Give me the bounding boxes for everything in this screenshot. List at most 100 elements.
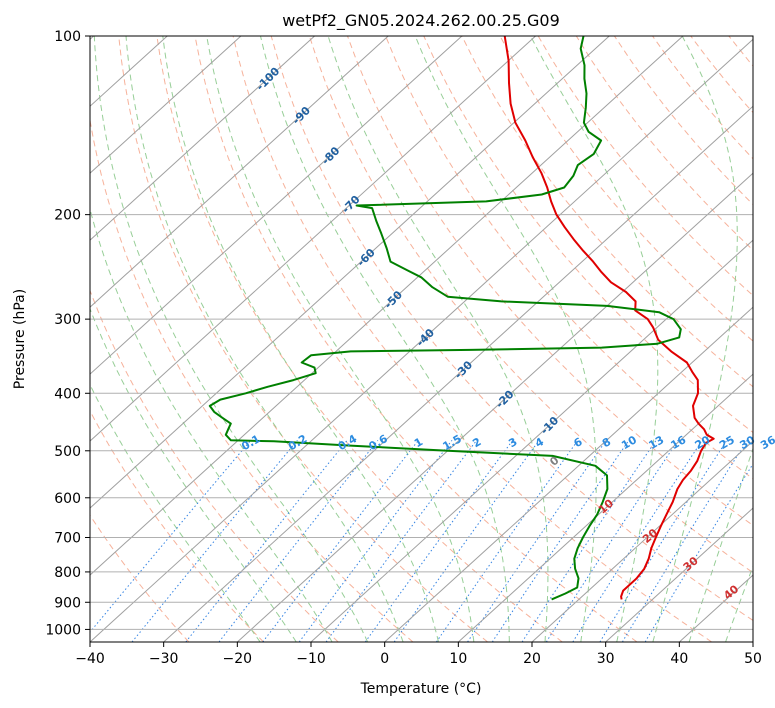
y-tick-label: 1000: [45, 622, 81, 638]
dry-adiabat: [385, 36, 753, 480]
moist-adiabat: [90, 207, 333, 642]
mixing-ratio-line: [298, 439, 453, 642]
mixing-ratio-label: 2: [470, 435, 483, 450]
isotherm-line: [752, 641, 753, 642]
dry-adiabat: [90, 116, 414, 642]
moist-adiabat: [162, 36, 439, 642]
dry-adiabat: [270, 36, 753, 621]
mixing-ratio-label: 3: [506, 435, 519, 450]
profile-lines: [208, 36, 715, 601]
mixing-ratio-line: [644, 462, 753, 642]
moist-adiabat: [206, 36, 475, 642]
dry-adiabat: [90, 409, 264, 642]
x-tick-label: 20: [523, 651, 541, 667]
moist-adiabat: [90, 307, 297, 642]
height-label: 0: [547, 454, 561, 469]
mixing-ratio-line: [364, 440, 514, 642]
moist-adiabat: [652, 36, 738, 642]
mixing-ratio-line: [621, 440, 748, 642]
mixing-ratio-label: 1: [412, 435, 425, 450]
x-tick-label: 40: [670, 651, 688, 667]
mixing-ratio-line: [218, 439, 379, 642]
dry-adiabat: [499, 36, 753, 342]
dry-adiabat: [194, 36, 638, 642]
mixing-ratio-label: 13: [646, 433, 666, 452]
y-tick-label: 600: [54, 491, 81, 507]
isotherm-line: [90, 36, 242, 174]
y-tick-label: 700: [54, 531, 81, 547]
dewpoint-line: [208, 36, 682, 601]
mixing-ratio-line: [467, 440, 607, 642]
isotherm-line: [90, 36, 463, 375]
x-axis-title: Temperature (°C): [360, 681, 482, 697]
dry-adiabat: [118, 36, 488, 642]
y-tick-label: 100: [54, 29, 81, 45]
mixing-ratio-label: 6: [572, 435, 585, 450]
mixing-ratio-line: [491, 440, 630, 642]
moist-adiabat: [90, 383, 261, 642]
mixing-ratio-label: 8: [600, 435, 613, 450]
dry-adiabat: [423, 36, 753, 434]
x-tick-label: 10: [449, 651, 467, 667]
moist-adiabat: [530, 36, 659, 642]
moist-adiabat: [688, 446, 753, 642]
isotherm-line: [236, 172, 753, 642]
mixing-ratio-line: [325, 439, 478, 642]
mixing-ratio-line: [90, 439, 252, 633]
isotherm-line: [90, 36, 536, 442]
y-tick-label: 400: [54, 386, 81, 402]
moist-adiabat: [327, 36, 549, 642]
mixing-ratio-label: 0.1: [239, 432, 262, 453]
dry-adiabat: [728, 36, 753, 67]
isotherm-line: [384, 306, 753, 642]
mixing-ratio-label: 0.6: [366, 432, 390, 453]
isotherm-line: [310, 239, 753, 642]
moist-adiabat: [414, 36, 597, 642]
mixing-ratio-label: 25: [717, 433, 737, 452]
y-tick-label: 300: [54, 312, 81, 328]
dry-adiabat: [308, 36, 753, 574]
x-tick-label: −20: [223, 651, 253, 667]
y-tick-label: 800: [54, 565, 81, 581]
dry-adiabat: [347, 36, 753, 527]
x-tick-label: −10: [296, 651, 326, 667]
moist-adiabat: [725, 564, 753, 642]
mixing-ratio-line: [521, 440, 657, 642]
isotherm-line: [90, 36, 389, 308]
isotherm-line: [90, 36, 684, 576]
chart-title: wetPf2_GN05.2024.262.00.25.G09: [282, 11, 560, 31]
grid-lines: [90, 36, 753, 642]
y-axis-title: Pressure (hPa): [12, 289, 28, 389]
mixing-ratio-line: [545, 440, 679, 642]
mixing-ratio-label: 36: [758, 433, 775, 452]
dry-adiabat: [767, 36, 775, 642]
x-tick-label: 0: [380, 651, 389, 667]
y-tick-label: 500: [54, 444, 81, 460]
y-tick-label: 900: [54, 595, 81, 611]
x-tick-label: 30: [597, 651, 615, 667]
moist-adiabat: [260, 36, 510, 642]
plot-frame: [89, 35, 754, 643]
mixing-ratio-line: [572, 440, 703, 642]
temperature-line: [503, 36, 715, 600]
mixing-ratio-line: [599, 440, 728, 642]
x-tick-label: −30: [149, 651, 179, 667]
x-tick-label: −40: [75, 651, 105, 667]
isotherm-line: [90, 36, 315, 241]
isotherm-line: [90, 38, 753, 642]
dry-adiabat: [90, 514, 190, 642]
isotherm-line: [605, 507, 753, 642]
isotherm-line: [531, 440, 753, 642]
x-tick-label: 50: [744, 651, 762, 667]
background-lines: [90, 36, 775, 642]
isotherm-line: [163, 105, 753, 642]
mixing-ratio-label: 0.4: [336, 432, 360, 453]
mixing-ratio-line: [435, 440, 579, 642]
height-label: 40: [721, 582, 741, 602]
mixing-ratio-line: [262, 439, 419, 642]
isotherm-line: [678, 574, 753, 642]
mixing-ratio-line: [185, 439, 348, 642]
moist-adiabat: [93, 36, 369, 642]
isotherm-line: [457, 373, 753, 642]
